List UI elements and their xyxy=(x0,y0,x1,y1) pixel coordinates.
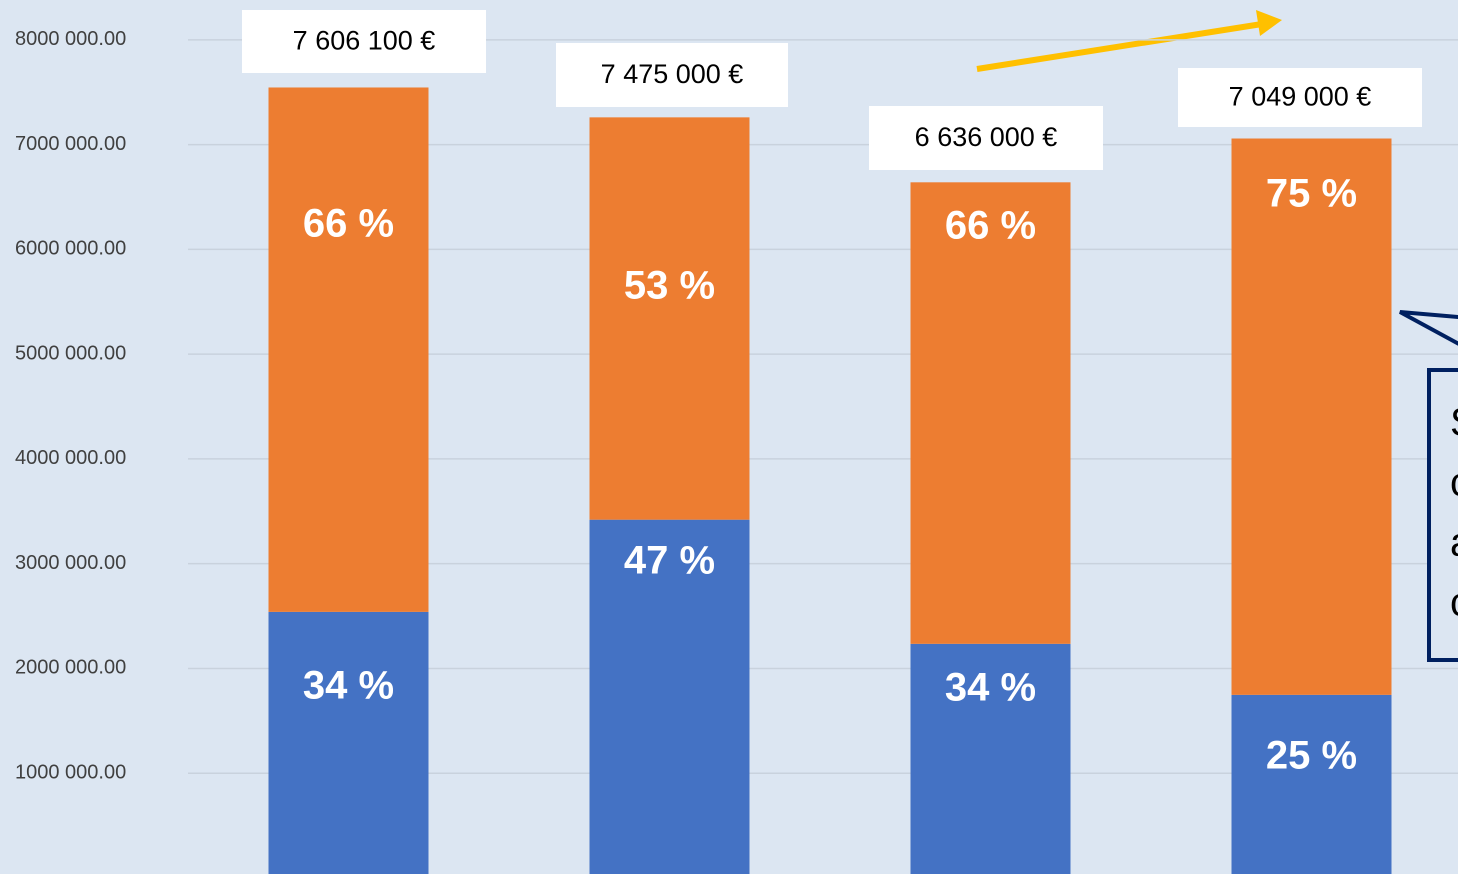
y-tick-label: 3000 000.00 xyxy=(15,552,126,574)
bar-segment xyxy=(268,87,429,612)
segment-label: 25 % xyxy=(1266,734,1357,778)
y-tick-label: 1000 000.00 xyxy=(15,762,126,784)
annotation-text: c xyxy=(1450,581,1458,625)
total-label-box xyxy=(556,43,788,107)
y-tick-label: 8000 000.00 xyxy=(15,28,126,50)
bar-segment xyxy=(268,611,429,874)
total-label: 7 049 000 € xyxy=(1229,82,1372,112)
segment-label: 66 % xyxy=(945,204,1036,248)
bar-segment xyxy=(589,117,750,520)
segment-label: 75 % xyxy=(1266,172,1357,216)
bar-segment xyxy=(910,643,1071,874)
y-tick-label: 5000 000.00 xyxy=(15,342,126,364)
annotation-box xyxy=(1427,368,1458,662)
y-tick-label: 6000 000.00 xyxy=(15,238,126,260)
y-tick-label: 2000 000.00 xyxy=(15,657,126,679)
annotation-text: c xyxy=(1450,461,1458,505)
total-label: 6 636 000 € xyxy=(915,122,1058,152)
y-tick-label: 4000 000.00 xyxy=(15,447,126,469)
annotation-text: a xyxy=(1450,521,1458,565)
segment-label: 66 % xyxy=(303,202,394,246)
callout-pointer xyxy=(1399,310,1458,346)
y-tick-label: 7000 000.00 xyxy=(15,133,126,155)
segment-label: 47 % xyxy=(624,539,715,583)
bar-segment xyxy=(1231,138,1392,695)
bar-segment xyxy=(1231,694,1392,874)
segment-label: 34 % xyxy=(303,664,394,708)
total-label: 7 606 100 € xyxy=(293,26,436,56)
bar-segment xyxy=(910,182,1071,644)
annotation-text: S xyxy=(1450,401,1458,445)
segment-label: 53 % xyxy=(624,264,715,308)
total-label: 7 475 000 € xyxy=(601,59,744,89)
segment-label: 34 % xyxy=(945,666,1036,710)
trend-arrow-head xyxy=(1256,10,1282,36)
trend-arrow xyxy=(976,21,1263,72)
total-label-box xyxy=(869,106,1103,170)
total-label-box xyxy=(242,10,486,73)
bar-segment xyxy=(589,519,750,874)
total-label-box xyxy=(1178,68,1422,127)
